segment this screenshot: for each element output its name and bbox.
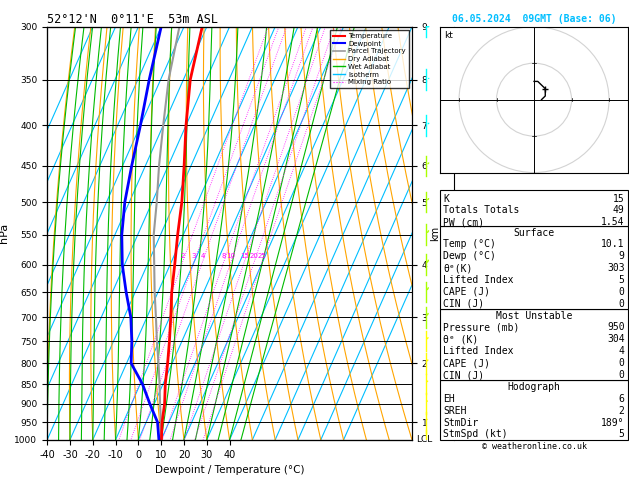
Text: CAPE (J): CAPE (J) bbox=[443, 358, 491, 368]
X-axis label: Dewpoint / Temperature (°C): Dewpoint / Temperature (°C) bbox=[155, 465, 304, 475]
Text: 06.05.2024  09GMT (Base: 06): 06.05.2024 09GMT (Base: 06) bbox=[452, 14, 616, 24]
Text: 304: 304 bbox=[607, 334, 625, 345]
Text: Most Unstable: Most Unstable bbox=[496, 311, 572, 321]
Text: 5: 5 bbox=[619, 430, 625, 439]
Text: CIN (J): CIN (J) bbox=[443, 299, 484, 309]
Y-axis label: hPa: hPa bbox=[0, 223, 9, 243]
Text: 49: 49 bbox=[613, 206, 625, 215]
Text: 3: 3 bbox=[192, 253, 196, 259]
Text: 303: 303 bbox=[607, 263, 625, 273]
Text: 2: 2 bbox=[619, 406, 625, 416]
Text: 9: 9 bbox=[619, 251, 625, 261]
Text: CIN (J): CIN (J) bbox=[443, 370, 484, 380]
Text: Hodograph: Hodograph bbox=[508, 382, 560, 392]
Text: 15: 15 bbox=[613, 193, 625, 204]
Text: Lifted Index: Lifted Index bbox=[443, 346, 514, 356]
Text: Temp (°C): Temp (°C) bbox=[443, 239, 496, 249]
Text: 6: 6 bbox=[619, 394, 625, 404]
Text: θᵉ (K): θᵉ (K) bbox=[443, 334, 479, 345]
Y-axis label: km
ASL: km ASL bbox=[430, 224, 452, 243]
Text: PW (cm): PW (cm) bbox=[443, 217, 484, 227]
Text: 4: 4 bbox=[619, 346, 625, 356]
Text: 0: 0 bbox=[619, 370, 625, 380]
Text: 0: 0 bbox=[619, 287, 625, 297]
Text: θᵉ(K): θᵉ(K) bbox=[443, 263, 473, 273]
Text: Pressure (mb): Pressure (mb) bbox=[443, 323, 520, 332]
Text: StmSpd (kt): StmSpd (kt) bbox=[443, 430, 508, 439]
Text: 20: 20 bbox=[250, 253, 259, 259]
Text: 1.54: 1.54 bbox=[601, 217, 625, 227]
Text: K: K bbox=[443, 193, 449, 204]
Text: 10: 10 bbox=[226, 253, 235, 259]
Text: 52°12'N  0°11'E  53m ASL: 52°12'N 0°11'E 53m ASL bbox=[47, 13, 218, 26]
Text: 4: 4 bbox=[200, 253, 204, 259]
Text: SREH: SREH bbox=[443, 406, 467, 416]
Text: 189°: 189° bbox=[601, 417, 625, 428]
Text: 0: 0 bbox=[619, 299, 625, 309]
Text: 15: 15 bbox=[240, 253, 249, 259]
Text: 2: 2 bbox=[181, 253, 185, 259]
Text: EH: EH bbox=[443, 394, 455, 404]
Legend: Temperature, Dewpoint, Parcel Trajectory, Dry Adiabat, Wet Adiabat, Isotherm, Mi: Temperature, Dewpoint, Parcel Trajectory… bbox=[330, 30, 408, 88]
Text: Lifted Index: Lifted Index bbox=[443, 275, 514, 285]
Text: StmDir: StmDir bbox=[443, 417, 479, 428]
Text: LCL: LCL bbox=[416, 435, 432, 444]
Text: 10.1: 10.1 bbox=[601, 239, 625, 249]
Text: © weatheronline.co.uk: © weatheronline.co.uk bbox=[482, 442, 586, 451]
Text: Dewp (°C): Dewp (°C) bbox=[443, 251, 496, 261]
Text: Totals Totals: Totals Totals bbox=[443, 206, 520, 215]
Text: 8: 8 bbox=[221, 253, 226, 259]
Text: Surface: Surface bbox=[513, 228, 555, 238]
Text: 25: 25 bbox=[258, 253, 267, 259]
Text: 5: 5 bbox=[619, 275, 625, 285]
Y-axis label: Mixing Ratio (g/kg): Mixing Ratio (g/kg) bbox=[457, 191, 465, 276]
Text: 950: 950 bbox=[607, 323, 625, 332]
Text: CAPE (J): CAPE (J) bbox=[443, 287, 491, 297]
Text: 0: 0 bbox=[619, 358, 625, 368]
Text: kt: kt bbox=[444, 31, 453, 40]
